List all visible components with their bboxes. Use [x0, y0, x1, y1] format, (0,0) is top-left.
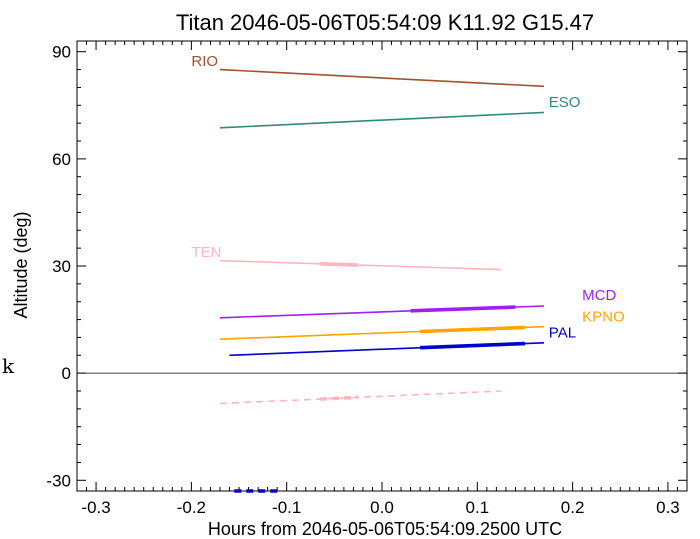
x-tick-label: 0.0: [370, 498, 394, 517]
series-bold-segment-kpno: [420, 325, 526, 334]
x-tick-label: 0.1: [465, 498, 489, 517]
series-bold-segment-ten: [319, 262, 359, 267]
y-tick-label: 90: [52, 43, 71, 62]
side-label-k: k: [2, 354, 15, 378]
chart-title: Titan 2046-05-06T05:54:09 K11.92 G15.47: [176, 10, 594, 35]
x-tick-label: -0.1: [272, 498, 301, 517]
series-label-pal: PAL: [549, 324, 576, 341]
x-tick-label: 0.2: [561, 498, 585, 517]
series-line-ten: [219, 259, 502, 271]
series-label-kpno: KPNO: [582, 308, 625, 325]
y-axis-label: Altitude (deg): [11, 211, 31, 318]
plot-area: -0.3 -0.2 -0.1 0.0 0.1 0.2 0.3 -30 0 30 60 90 RIO ESO…: [46, 40, 688, 517]
series-bold-segment-series-6: [319, 395, 359, 401]
y-tick-label: 0: [62, 364, 71, 383]
series-bold-segment-pal: [420, 341, 526, 350]
series-label-rio: RIO: [191, 53, 218, 70]
series-label-eso: ESO: [549, 94, 581, 111]
series-line-series-6: [219, 390, 502, 405]
x-tick-label: 0.3: [656, 498, 680, 517]
x-tick-label: -0.3: [81, 498, 110, 517]
x-tick-label: -0.2: [177, 498, 206, 517]
series-bold-segment-mcd: [410, 305, 516, 313]
x-axis-label: Hours from 2046-05-06T05:54:09.2500 UTC: [208, 519, 562, 539]
y-tick-label: 60: [52, 150, 71, 169]
series-label-ten: TEN: [191, 244, 221, 261]
y-tick-label: -30: [46, 471, 71, 490]
series-line-eso: [219, 111, 545, 129]
series-line-rio: [219, 68, 545, 88]
y-tick-label: 30: [52, 257, 71, 276]
series-label-mcd: MCD: [582, 287, 616, 304]
